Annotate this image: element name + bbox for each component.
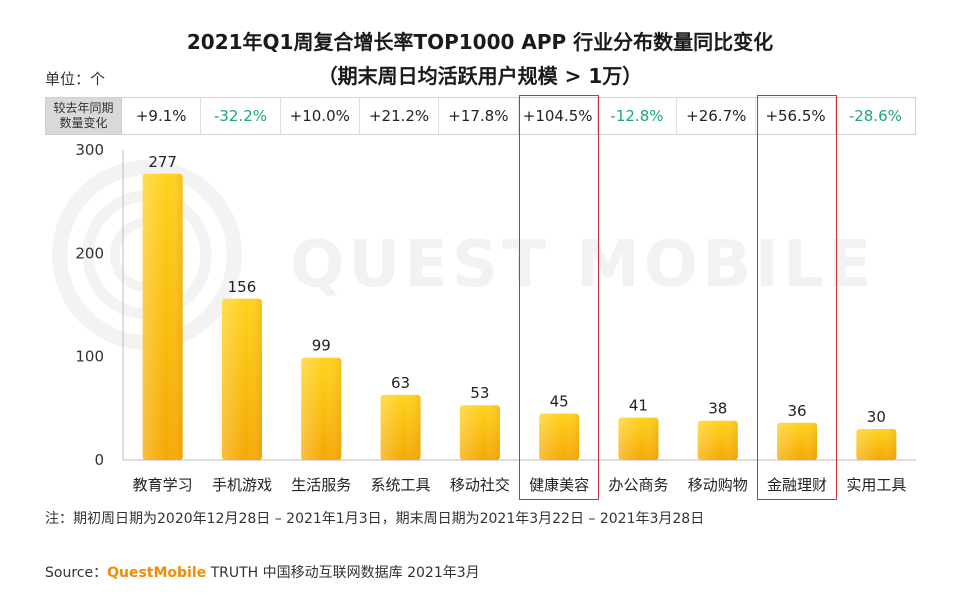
data-label: 53 — [470, 384, 489, 402]
bar-shade — [618, 417, 659, 460]
watermark-text: QUEST MOBILE — [290, 228, 876, 302]
source-prefix: Source： — [45, 565, 108, 581]
chart-title: 2021年Q1周复合增长率TOP1000 APP 行业分布数量同比变化 — [186, 30, 774, 54]
x-tick-label: 办公商务 — [608, 476, 668, 494]
source-brand: QuestMobile — [107, 565, 207, 581]
x-tick-label: 系统工具 — [371, 476, 431, 494]
yoy-value: +17.8% — [439, 98, 519, 134]
yoy-row-label: 较去年同期 数量变化 — [46, 98, 123, 134]
data-label: 45 — [550, 393, 569, 411]
bar-shade — [539, 413, 580, 460]
yoy-value: +10.0% — [281, 98, 360, 134]
unit-label: 单位：个 — [45, 70, 106, 88]
y-tick-label: 200 — [75, 244, 104, 262]
yoy-label-line2: 数量变化 — [59, 116, 108, 130]
yoy-change-row: 较去年同期 数量变化 +9.1% -32.2% +10.0% +21.2% +17.8%… — [45, 97, 916, 135]
data-label: 63 — [391, 374, 410, 392]
x-tick-label: 生活服务 — [291, 476, 351, 494]
data-label: 36 — [788, 402, 807, 420]
bar-shade — [301, 357, 342, 460]
bar-shade — [777, 422, 818, 460]
bar-shade — [221, 298, 262, 460]
yoy-value: -12.8% — [598, 98, 678, 134]
data-label: 41 — [629, 397, 648, 415]
y-tick-label: 0 — [94, 451, 104, 469]
yoy-value: +21.2% — [360, 98, 440, 134]
yoy-value: +9.1% — [122, 98, 202, 134]
data-label: 156 — [228, 278, 257, 296]
x-tick-label: 实用工具 — [846, 476, 906, 494]
y-tick-label: 300 — [75, 141, 104, 159]
x-tick-label: 教育学习 — [133, 476, 193, 494]
source-rest: TRUTH 中国移动互联网数据库 2021年3月 — [206, 565, 480, 581]
highlight-box-finance — [757, 95, 837, 500]
data-label: 30 — [867, 408, 886, 426]
bar-shade — [459, 405, 500, 460]
x-tick-label: 健康美容 — [529, 476, 589, 494]
y-tick-label: 100 — [75, 348, 104, 366]
yoy-value: +26.7% — [677, 98, 757, 134]
yoy-value: -32.2% — [201, 98, 281, 134]
x-tick-label: 移动购物 — [688, 476, 748, 494]
bar-shade — [697, 420, 738, 460]
data-label: 99 — [312, 337, 331, 355]
bar-shade — [142, 173, 183, 460]
yoy-value: +56.5% — [756, 98, 836, 134]
yoy-value: +104.5% — [519, 98, 598, 134]
x-tick-label: 移动社交 — [450, 476, 510, 494]
yoy-label-line1: 较去年同期 — [53, 101, 114, 115]
x-tick-label: 手机游戏 — [212, 476, 272, 494]
bar-shade — [380, 394, 421, 460]
chart-subtitle: （期末周日均活跃用户规模 > 1万） — [317, 64, 643, 88]
data-label: 38 — [708, 400, 727, 418]
x-tick-label: 金融理财 — [767, 476, 827, 494]
bar-shade — [856, 429, 897, 460]
highlight-box-health-beauty — [519, 95, 599, 500]
data-label: 277 — [148, 153, 177, 171]
yoy-value: -28.6% — [848, 107, 902, 125]
footnote: 注：期初周日期为2020年12月28日 – 2021年1月3日，期末周日期为20… — [45, 511, 705, 527]
source-line: Source：QuestMobile TRUTH 中国移动互联网数据库 2021… — [45, 562, 480, 582]
